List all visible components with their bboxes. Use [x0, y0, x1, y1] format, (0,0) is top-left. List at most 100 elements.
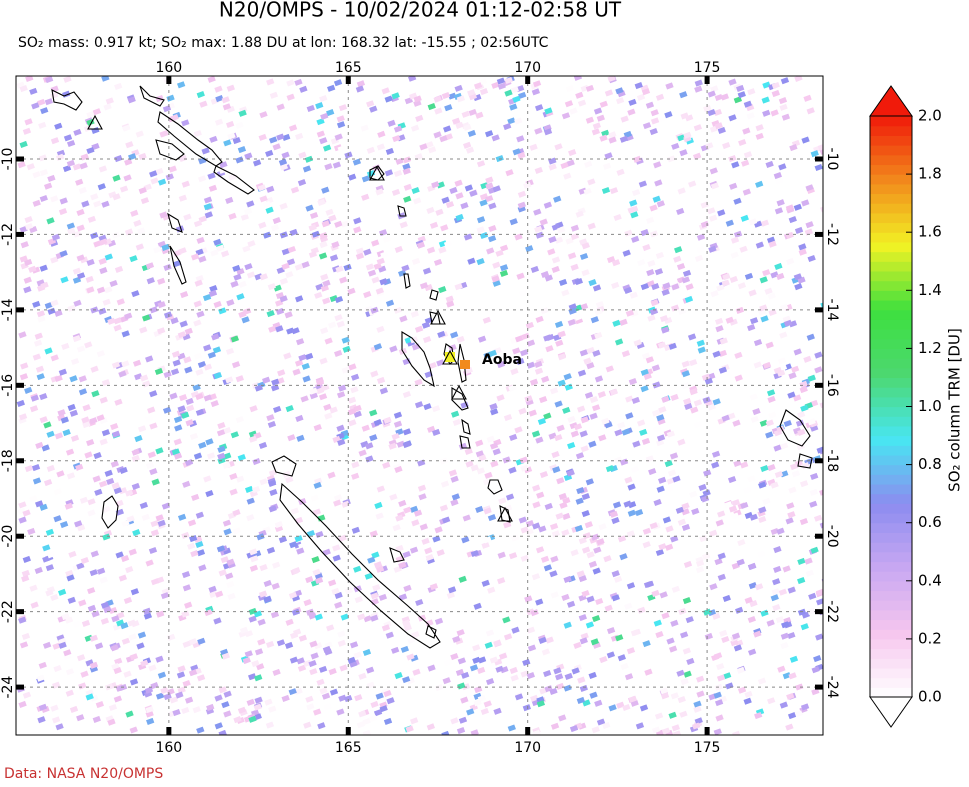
retrieval-pixel	[315, 387, 325, 395]
retrieval-pixel	[322, 297, 331, 305]
retrieval-pixel	[185, 397, 194, 406]
colorbar-tick-label: 1.4	[918, 281, 942, 299]
retrieval-pixel	[350, 386, 359, 394]
retrieval-pixel	[284, 311, 293, 319]
retrieval-pixel	[554, 320, 564, 329]
retrieval-pixel	[510, 534, 520, 542]
retrieval-pixel	[392, 524, 401, 532]
retrieval-pixel	[203, 344, 212, 352]
retrieval-pixel	[592, 349, 601, 357]
retrieval-pixel	[113, 667, 122, 675]
retrieval-pixel	[638, 180, 648, 188]
retrieval-pixel	[424, 547, 433, 555]
retrieval-pixel	[219, 161, 228, 169]
volcano	[451, 384, 467, 400]
retrieval-pixel	[145, 461, 155, 469]
retrieval-pixel	[448, 344, 457, 352]
retrieval-pixel	[725, 682, 734, 690]
retrieval-pixel	[137, 425, 147, 433]
retrieval-pixel	[744, 690, 753, 698]
retrieval-pixel	[383, 689, 392, 698]
retrieval-pixel	[382, 461, 391, 469]
retrieval-pixel	[713, 652, 723, 660]
retrieval-pixel	[773, 565, 782, 573]
colorbar-segment	[870, 396, 912, 408]
retrieval-pixel	[773, 545, 782, 554]
retrieval-pixel	[367, 556, 376, 564]
retrieval-pixel	[179, 291, 189, 299]
retrieval-pixel	[595, 597, 604, 606]
colorbar-segment	[870, 222, 912, 233]
retrieval-pixel	[314, 291, 323, 299]
colorbar-segment	[870, 309, 912, 320]
retrieval-pixel	[189, 432, 199, 440]
retrieval-pixel	[22, 127, 32, 135]
retrieval-pixel	[193, 129, 202, 138]
retrieval-pixel	[609, 388, 619, 396]
retrieval-pixel	[24, 465, 34, 473]
retrieval-pixel	[749, 513, 758, 521]
retrieval-pixel	[225, 347, 235, 355]
retrieval-pixel	[131, 454, 140, 462]
retrieval-pixel	[667, 469, 677, 477]
retrieval-pixel	[139, 501, 149, 510]
retrieval-pixel	[225, 196, 234, 204]
retrieval-pixel	[788, 372, 797, 380]
retrieval-pixel	[18, 516, 27, 524]
coastline	[51, 85, 255, 285]
retrieval-pixel	[266, 78, 275, 86]
retrieval-pixel	[573, 641, 582, 649]
retrieval-pixel	[608, 704, 617, 712]
y-tick-label: -22	[824, 600, 840, 623]
retrieval-pixel	[676, 207, 685, 216]
retrieval-pixel	[129, 653, 139, 661]
retrieval-pixel	[476, 216, 486, 224]
retrieval-pixel	[69, 409, 79, 417]
retrieval-pixel	[460, 401, 469, 409]
retrieval-pixel	[78, 186, 87, 195]
retrieval-pixel	[535, 436, 544, 444]
retrieval-pixel	[520, 670, 529, 678]
retrieval-pixel	[797, 608, 807, 616]
retrieval-pixel	[19, 140, 28, 149]
retrieval-pixel	[333, 494, 343, 502]
retrieval-pixel	[36, 373, 45, 381]
retrieval-pixel	[296, 547, 305, 555]
retrieval-pixel	[391, 188, 401, 196]
retrieval-pixel	[799, 380, 808, 388]
retrieval-pixel	[778, 588, 788, 596]
colorbar-segment	[870, 154, 912, 166]
retrieval-pixel	[147, 406, 156, 414]
retrieval-pixel	[681, 502, 690, 510]
retrieval-pixel	[315, 378, 325, 386]
retrieval-pixel	[288, 591, 298, 599]
retrieval-pixel	[40, 281, 49, 289]
retrieval-pixel	[635, 722, 645, 730]
retrieval-pixel	[69, 705, 79, 713]
retrieval-pixel	[197, 637, 206, 645]
retrieval-pixel	[637, 606, 646, 614]
retrieval-pixel	[101, 429, 111, 437]
retrieval-pixel	[433, 258, 443, 266]
retrieval-pixel	[592, 284, 602, 292]
retrieval-pixel	[214, 85, 223, 93]
retrieval-pixel	[534, 225, 543, 233]
x-tick-label: 165	[335, 740, 362, 756]
retrieval-pixel	[581, 493, 590, 501]
retrieval-pixel	[358, 672, 367, 680]
retrieval-pixel	[615, 97, 625, 105]
retrieval-pixel	[289, 541, 298, 549]
retrieval-pixel	[730, 512, 740, 520]
retrieval-pixel	[138, 186, 147, 195]
retrieval-pixel	[407, 636, 416, 644]
retrieval-pixel	[161, 588, 170, 596]
retrieval-pixel	[99, 396, 108, 404]
retrieval-pixel	[99, 238, 108, 246]
retrieval-pixel	[611, 516, 620, 525]
retrieval-pixel	[303, 721, 312, 729]
subtitle: SO₂ mass: 0.917 kt; SO₂ max: 1.88 DU at …	[18, 35, 549, 51]
retrieval-pixel	[52, 681, 61, 689]
retrieval-pixel	[388, 442, 397, 450]
retrieval-pixel	[611, 570, 620, 578]
retrieval-pixel	[123, 174, 132, 182]
